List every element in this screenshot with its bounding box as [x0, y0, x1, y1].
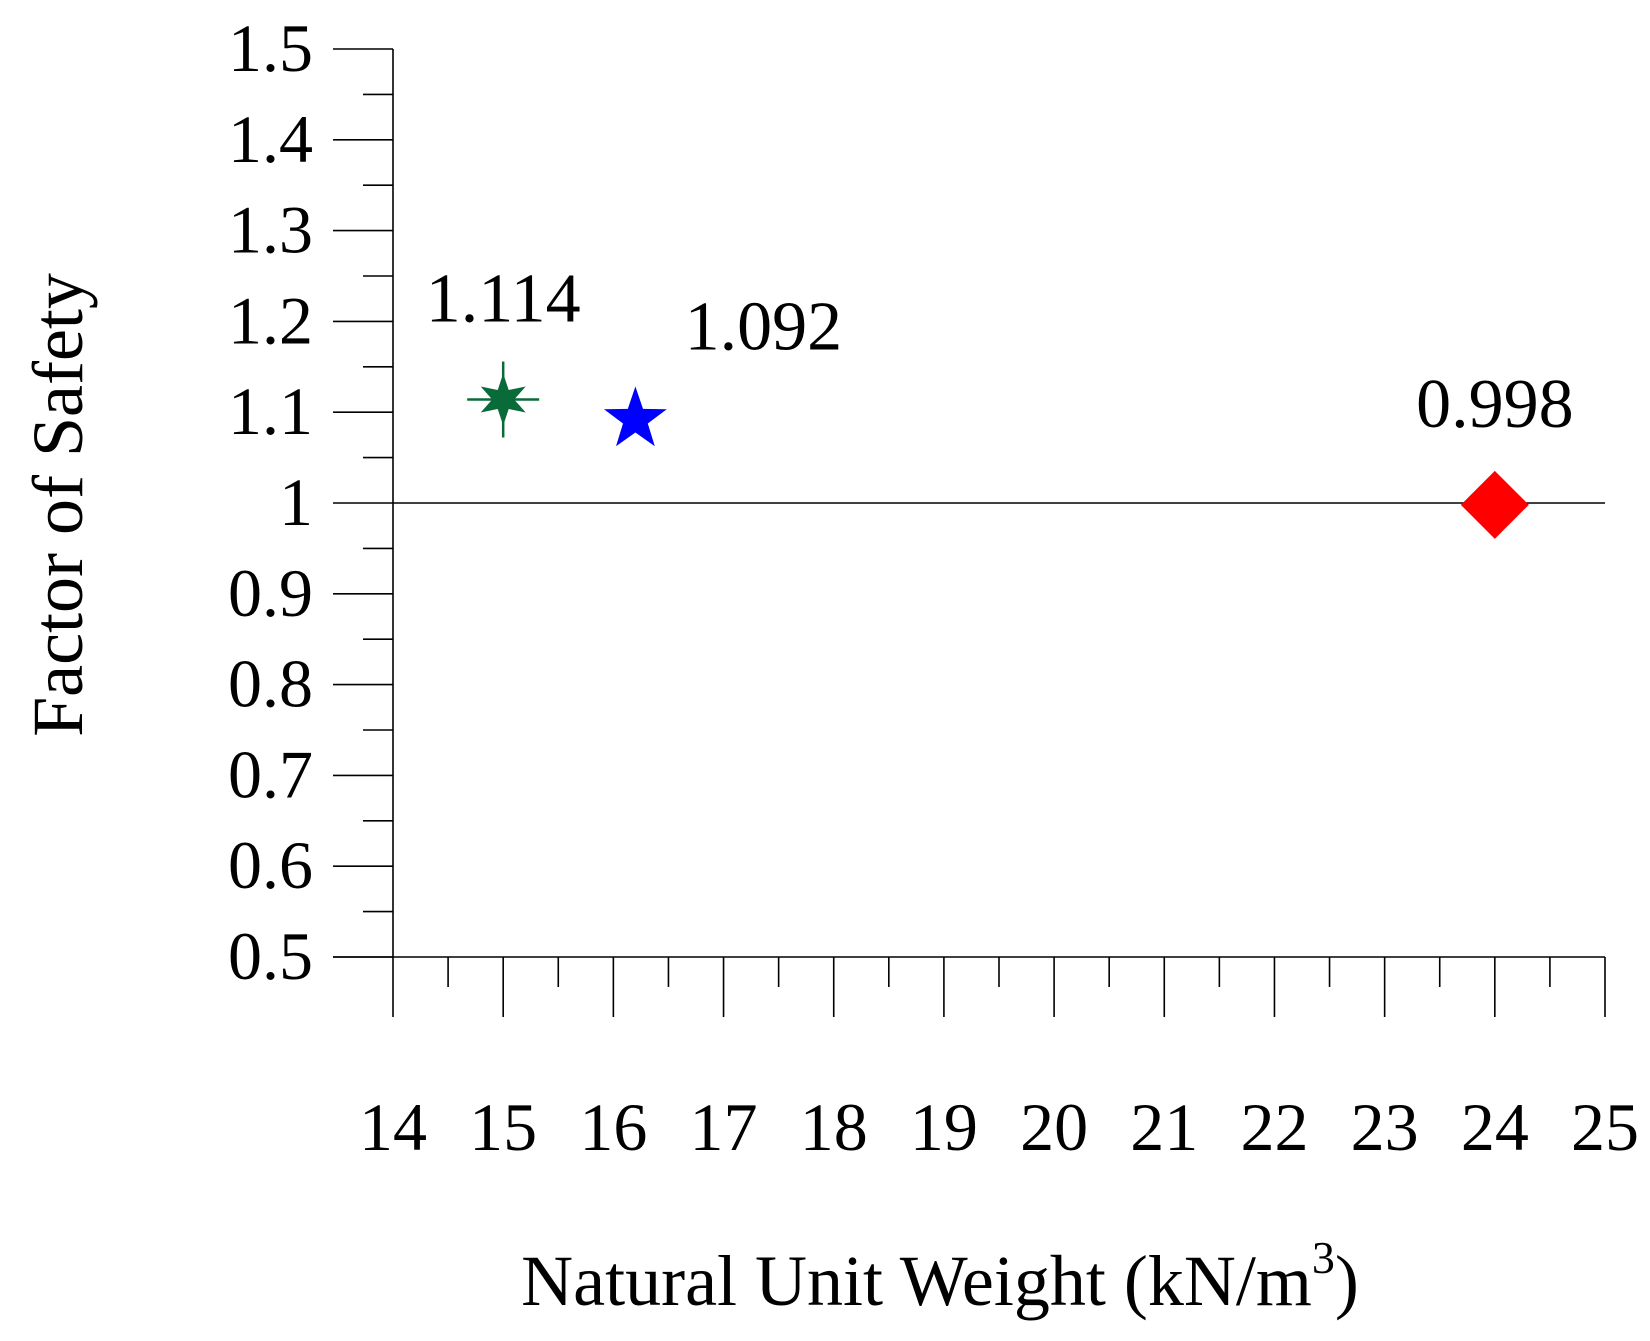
y-tick-label: 1.1	[228, 373, 313, 449]
y-tick-label: 1.3	[228, 192, 313, 268]
y-tick-label: 1.4	[228, 101, 313, 177]
x-axis-title-main: Natural Unit Weight (kN/m	[521, 1241, 1312, 1321]
x-tick-label: 17	[690, 1089, 758, 1165]
y-tick-label: 0.8	[228, 646, 313, 722]
y-axis-title: Factor of Safety	[18, 273, 98, 737]
x-tick-label: 25	[1571, 1089, 1639, 1165]
x-tick-label: 20	[1020, 1089, 1088, 1165]
x-tick-label: 14	[359, 1089, 427, 1165]
y-tick-label: 0.9	[228, 555, 313, 631]
y-tick-label: 1	[279, 464, 313, 540]
x-tick-label: 21	[1130, 1089, 1198, 1165]
data-marks: 1.114 1.092 0.998	[426, 260, 1574, 539]
x-axis-title: Natural Unit Weight (kN/m3)	[521, 1232, 1359, 1321]
data-label: 1.092	[685, 288, 843, 365]
x-tick-label: 16	[579, 1089, 647, 1165]
y-tick-label: 1.2	[228, 282, 313, 358]
axes: 0.5 0.6 0.7 0.8 0.9 1 1.1 1.2 1.3 1.4 1.5 14 15 16 17 1…	[228, 10, 1639, 1165]
x-tick-label: 22	[1240, 1089, 1308, 1165]
y-tick-label: 0.6	[228, 827, 313, 903]
data-point-diamond	[1460, 470, 1529, 539]
y-tick-label: 1.5	[228, 10, 313, 86]
x-tick-label: 24	[1461, 1089, 1529, 1165]
data-label: 0.998	[1416, 366, 1574, 443]
data-label: 1.114	[426, 260, 581, 337]
data-point-star	[604, 386, 667, 447]
x-tick-label: 15	[469, 1089, 537, 1165]
x-tick-label: 18	[800, 1089, 868, 1165]
x-axis-title-close: )	[1335, 1241, 1359, 1321]
y-tick-label: 0.5	[228, 918, 313, 994]
y-tick-label: 0.7	[228, 736, 313, 812]
x-axis-title-superscript: 3	[1312, 1232, 1335, 1283]
x-tick-label: 23	[1351, 1089, 1419, 1165]
x-tick-label: 19	[910, 1089, 978, 1165]
